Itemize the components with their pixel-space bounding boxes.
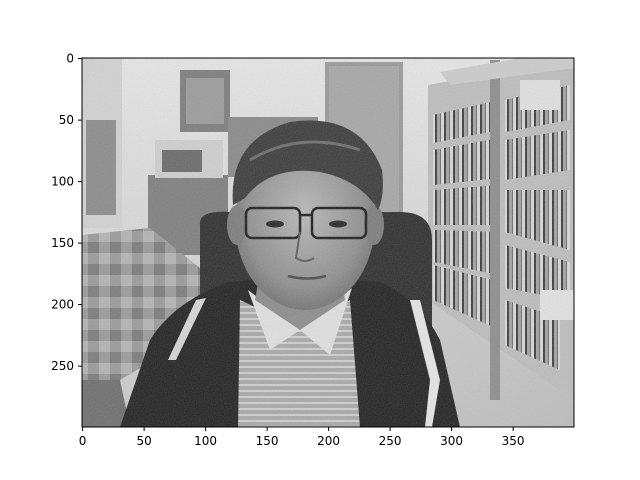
y-tick-label: 150	[51, 236, 74, 250]
x-tick-label: 50	[136, 434, 151, 448]
y-tick-label: 250	[51, 359, 74, 373]
y-tick-label: 200	[51, 298, 74, 312]
y-tick-label: 50	[59, 113, 74, 127]
x-tick-label: 350	[502, 434, 525, 448]
y-axis: 0 50 100 150 200 250	[51, 52, 82, 373]
x-tick-label: 100	[194, 434, 217, 448]
axes-frame	[81, 57, 575, 428]
y-tick-label: 0	[66, 52, 74, 66]
x-axis: 0 50 100 150 200 250 300 350	[79, 427, 525, 448]
x-tick-label: 0	[79, 434, 87, 448]
y-tick-label: 100	[51, 175, 74, 189]
x-tick-label: 200	[317, 434, 340, 448]
image-content	[82, 58, 574, 427]
x-tick-label: 150	[256, 434, 279, 448]
x-tick-label: 300	[440, 434, 463, 448]
x-tick-label: 250	[379, 434, 402, 448]
